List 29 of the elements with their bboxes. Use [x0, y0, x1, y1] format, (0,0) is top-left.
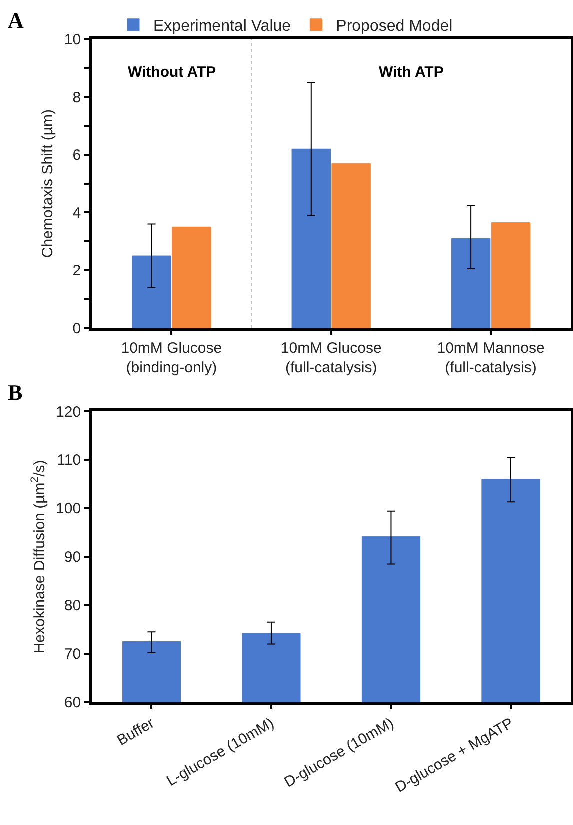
y-tick-label: 4 [72, 204, 82, 222]
y-tick-label: 10 [64, 32, 82, 49]
legend-label: Experimental Value [154, 18, 292, 36]
annotation: Without ATP [128, 64, 216, 81]
bar [491, 222, 531, 328]
y-tick-label: 2 [72, 262, 82, 280]
y-tick-label: 100 [56, 500, 82, 518]
bar [451, 238, 491, 328]
bar [292, 148, 331, 328]
y-tick-label: 120 [56, 404, 82, 421]
legend-label: Proposed Model [336, 18, 453, 36]
y-tick-label: 110 [57, 452, 82, 470]
y-tick-label: 8 [72, 89, 82, 106]
y-tick-label: 70 [64, 646, 82, 664]
bar [132, 256, 172, 328]
bar [172, 226, 212, 328]
x-tick-label: 10mM Mannose (full-catalysis) [437, 340, 545, 377]
y-tick-label: 80 [64, 598, 82, 615]
x-tick-label: 10mM Glucose (binding-only) [121, 340, 222, 377]
y-tick-label: 60 [64, 694, 82, 712]
chart-title: B [8, 380, 23, 405]
bar [332, 163, 371, 328]
annotation: With ATP [379, 64, 444, 81]
y-axis-title: Chemotaxis Shift (µm) [40, 109, 57, 258]
chart-title: A [8, 8, 24, 33]
y-tick-label: 0 [72, 320, 82, 338]
x-tick-label: 10mM Glucose (full-catalysis) [280, 340, 382, 377]
y-tick-label: 90 [64, 549, 82, 566]
y-tick-label: 6 [72, 147, 82, 164]
